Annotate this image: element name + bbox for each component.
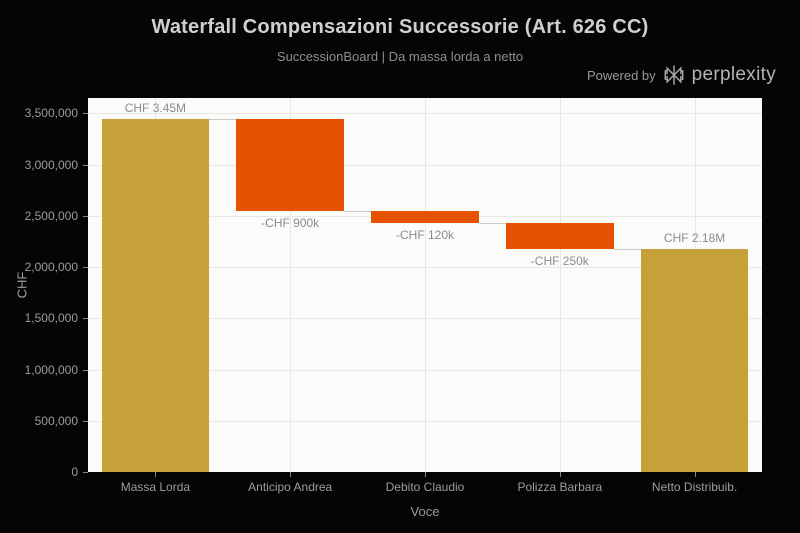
waterfall-bar-4 [505,223,614,249]
y-tick-label: 500,000 [34,413,78,428]
x-tick-label: Netto Distribuib. [651,480,738,494]
x-tick-label: Massa Lorda [120,480,191,494]
x-tick-mark [694,472,696,477]
perplexity-logo-icon [663,64,685,86]
waterfall-bar-5 [640,248,749,472]
y-tick-label: 3,500,000 [24,106,78,121]
powered-by-badge: Powered by perplexity [587,62,776,88]
y-tick-mark [83,215,88,217]
y-tick-mark [83,420,88,422]
chart-subtitle: SuccessionBoard | Da massa lorda a netto [276,49,524,64]
x-tick-mark [559,472,561,477]
y-tick-mark [83,267,88,269]
x-tick-label: Debito Claudio [385,480,465,494]
y-tick-label: 0 [71,465,78,479]
x-tick-label: Anticipo Andrea [248,480,333,494]
connector-line [344,210,372,212]
y-tick-mark [83,369,88,371]
x-tick-mark [290,472,292,477]
connector-line [478,223,506,224]
bar-value-label: CHF 2.18M [663,230,726,245]
x-tick-mark [155,472,157,477]
bar-value-label: -CHF 900k [261,215,320,230]
y-tick-mark [83,113,88,115]
waterfall-bar-3 [371,210,479,223]
x-tick-mark [425,472,426,477]
waterfall-bar-2 [236,118,345,211]
chart-title: Waterfall Compensazioni Successorie (Art… [151,16,649,38]
gridline-x [425,98,426,472]
perplexity-wordmark: perplexity [691,64,776,85]
gridline-x [290,98,292,472]
y-tick-mark [83,472,88,473]
powered-by-label: Powered by [587,67,656,83]
y-tick-label: 3,000,000 [24,157,78,172]
bar-value-label: -CHF 250k [530,253,589,268]
y-tick-label: 1,000,000 [24,362,78,377]
x-tick-label: Polizza Barbara [517,480,603,494]
y-tick-label: 2,500,000 [24,208,78,223]
bar-value-label: CHF 3.45M [124,100,187,115]
connector-line [209,118,237,120]
bar-value-label: -CHF 120k [395,228,454,242]
connector-line [613,248,641,250]
y-tick-mark [83,318,88,320]
gridline-x [559,98,561,472]
waterfall-bar-1 [101,118,210,472]
y-tick-label: 2,000,000 [24,260,78,275]
y-axis-title: CHF [14,271,30,299]
y-tick-mark [83,164,88,166]
y-tick-label: 1,500,000 [24,311,78,326]
x-axis-title: Voce [410,504,440,519]
